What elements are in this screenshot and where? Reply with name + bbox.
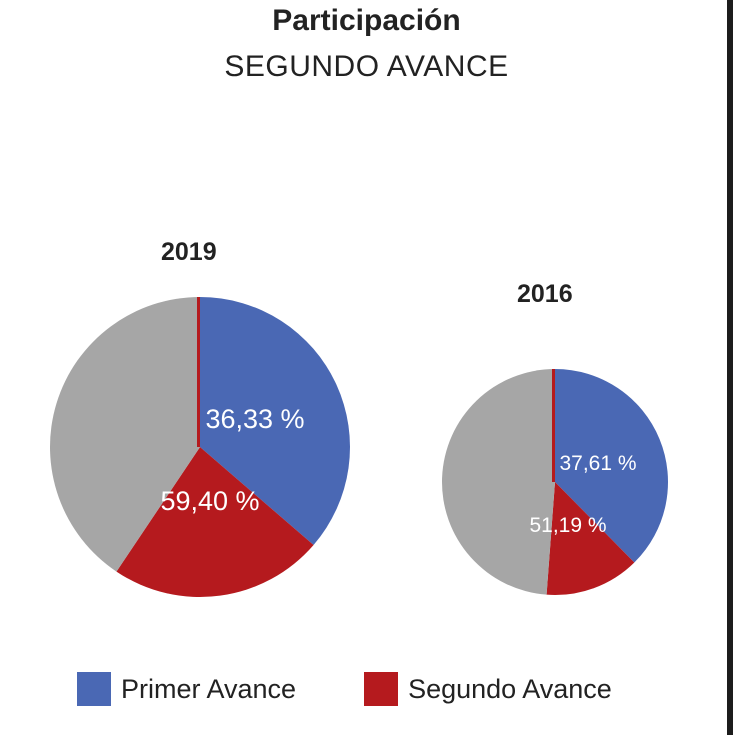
pie-2016-slice-resto xyxy=(442,369,555,595)
chart-subtitle: SEGUNDO AVANCE xyxy=(224,50,509,83)
pie-2019-label-segundo-avance: 59,40 % xyxy=(160,486,259,516)
pie-2019-year-label: 2019 xyxy=(161,238,217,266)
legend-item-segundo-avance: Segundo Avance xyxy=(364,672,612,706)
legend: Primer Avance Segundo Avance xyxy=(77,672,680,706)
pie-2016-label-primer-avance: 37,61 % xyxy=(559,452,636,475)
pie-2016-slice-segundo-avance xyxy=(546,482,635,595)
pie-2019-slice-resto xyxy=(50,297,200,572)
right-edge-border xyxy=(727,0,733,735)
legend-item-primer-avance: Primer Avance xyxy=(77,672,296,706)
legend-label-primer-avance: Primer Avance xyxy=(121,673,297,704)
chart-title: Participación xyxy=(272,4,461,37)
legend-label-segundo-avance: Segundo Avance xyxy=(408,673,612,704)
legend-swatch-segundo-avance xyxy=(364,672,399,706)
pie-2019: 36,33 % 59,40 % xyxy=(50,297,351,597)
pie-2019-slice-primer-avance xyxy=(200,297,351,545)
pie-2019-seam-line xyxy=(197,297,200,447)
pie-2016-slice-primer-avance xyxy=(555,369,668,563)
pie-2019-label-primer-avance: 36,33 % xyxy=(205,404,304,434)
legend-swatch-primer-avance xyxy=(77,672,111,706)
pie-2016-seam-line xyxy=(552,369,555,482)
pie-2019-slice-segundo-avance xyxy=(116,447,314,597)
pie-2016: 37,61 % 51,19 % xyxy=(442,369,668,595)
pie-2016-label-segundo-avance: 51,19 % xyxy=(529,514,606,537)
pie-2016-year-label: 2016 xyxy=(517,280,573,308)
